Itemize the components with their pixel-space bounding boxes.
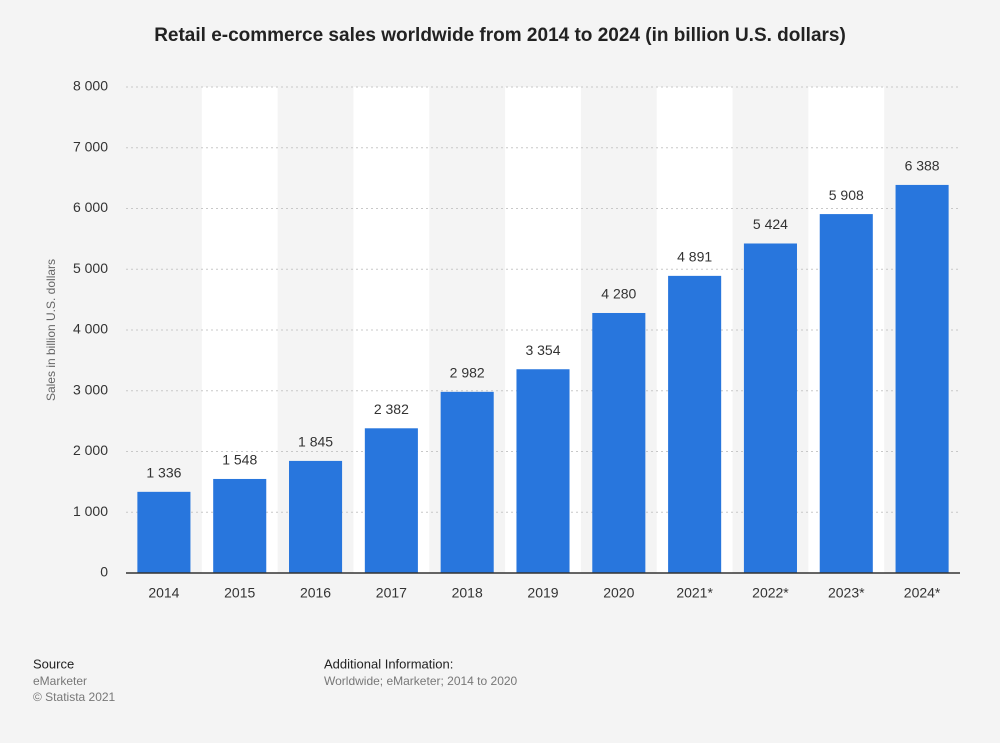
x-tick-label: 2018 xyxy=(452,585,483,601)
chart-title: Retail e-commerce sales worldwide from 2… xyxy=(154,25,846,46)
copyright: © Statista 2021 xyxy=(33,690,116,704)
bar xyxy=(213,478,267,573)
x-tick-label: 2020 xyxy=(603,585,634,601)
x-tick-label: 2021* xyxy=(676,585,713,601)
y-tick-label: 1 000 xyxy=(73,503,108,519)
bar xyxy=(440,391,494,573)
x-tick-label: 2024* xyxy=(904,585,941,601)
value-label: 1 548 xyxy=(222,452,257,468)
info-title: Additional Information: xyxy=(324,656,453,671)
bar xyxy=(516,369,570,573)
value-label: 6 388 xyxy=(905,158,940,174)
value-label: 4 280 xyxy=(601,286,636,302)
bar xyxy=(895,184,949,573)
value-label: 2 982 xyxy=(450,365,485,381)
x-tick-label: 2014 xyxy=(148,585,179,601)
bar xyxy=(668,275,722,573)
y-tick-label: 8 000 xyxy=(73,78,108,94)
bar xyxy=(364,428,418,573)
y-tick-label: 2 000 xyxy=(73,442,108,458)
x-tick-label: 2017 xyxy=(376,585,407,601)
bar xyxy=(819,214,873,574)
y-tick-label: 5 000 xyxy=(73,260,108,276)
y-tick-label: 0 xyxy=(100,564,108,580)
x-tick-label: 2022* xyxy=(752,585,789,601)
value-label: 1 336 xyxy=(146,465,181,481)
value-label: 5 424 xyxy=(753,216,788,232)
bar xyxy=(592,312,646,573)
y-tick-label: 6 000 xyxy=(73,199,108,215)
info: Worldwide; eMarketer; 2014 to 2020 xyxy=(324,674,518,688)
source-title: Source xyxy=(33,656,74,671)
x-tick-label: 2015 xyxy=(224,585,255,601)
bar xyxy=(743,243,797,573)
y-tick-label: 3 000 xyxy=(73,381,108,397)
value-label: 5 908 xyxy=(829,187,864,203)
x-tick-label: 2023* xyxy=(828,585,865,601)
bar xyxy=(137,491,191,573)
x-tick-label: 2016 xyxy=(300,585,331,601)
y-tick-label: 4 000 xyxy=(73,321,108,337)
value-label: 4 891 xyxy=(677,249,712,265)
value-label: 3 354 xyxy=(525,342,560,358)
y-axis-label: Sales in billion U.S. dollars xyxy=(44,259,58,401)
bar xyxy=(289,460,343,573)
source: eMarketer xyxy=(33,674,87,688)
x-tick-label: 2019 xyxy=(527,585,558,601)
value-label: 1 845 xyxy=(298,434,333,450)
value-label: 2 382 xyxy=(374,401,409,417)
y-tick-label: 7 000 xyxy=(73,138,108,154)
